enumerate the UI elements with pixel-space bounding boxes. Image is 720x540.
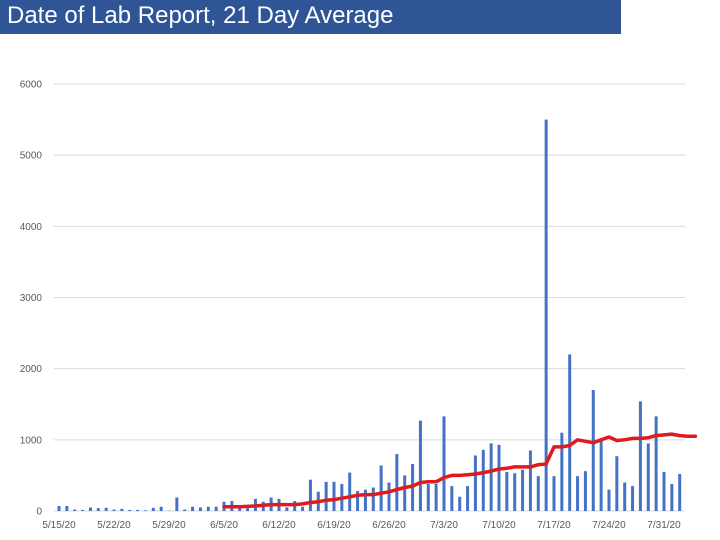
bar	[324, 481, 328, 511]
bar	[104, 507, 108, 511]
bar	[363, 489, 367, 511]
y-axis-tick-labels: 0 1000 2000 3000 4000 5000 6000	[20, 80, 43, 518]
bar	[387, 482, 391, 511]
bar	[607, 489, 611, 511]
bar	[356, 491, 360, 511]
y-tick-label: 0	[36, 507, 42, 518]
bar	[631, 486, 635, 511]
bar	[371, 487, 375, 511]
bar	[591, 390, 595, 511]
bar	[143, 510, 147, 511]
x-axis-tick-labels: 5/15/20 5/22/20 5/29/20 6/5/20 6/12/20 6/19/2…	[42, 520, 681, 531]
x-tick-label: 7/17/20	[537, 520, 571, 531]
average-line-series	[222, 432, 698, 509]
bar	[473, 455, 477, 511]
bar	[623, 482, 627, 511]
bar	[505, 471, 509, 511]
bar	[128, 509, 132, 511]
bar	[418, 420, 422, 511]
bar	[348, 472, 352, 511]
bar	[159, 506, 163, 511]
bar	[96, 508, 100, 511]
x-tick-label: 6/19/20	[317, 520, 351, 531]
bar	[552, 476, 556, 511]
bar	[183, 509, 187, 511]
bar	[583, 471, 587, 511]
y-tick-label: 2000	[20, 364, 43, 375]
bar	[332, 481, 336, 511]
x-tick-label: 7/3/20	[430, 520, 458, 531]
bar	[678, 473, 682, 511]
bar	[301, 506, 305, 511]
x-tick-label: 7/10/20	[482, 520, 516, 531]
bar	[442, 416, 446, 511]
bar	[246, 508, 250, 511]
bar	[65, 506, 69, 511]
bar	[285, 507, 289, 511]
title-banner: Date of Lab Report, 21 Day Average	[0, 0, 621, 34]
bar	[654, 416, 658, 511]
bar	[175, 497, 179, 511]
y-tick-label: 1000	[20, 435, 43, 446]
x-tick-label: 7/31/20	[647, 520, 681, 531]
x-tick-label: 6/12/20	[262, 520, 296, 531]
bar	[536, 476, 540, 511]
page-title: Date of Lab Report, 21 Day Average	[7, 2, 394, 29]
bar	[88, 507, 92, 511]
x-tick-label: 5/29/20	[152, 520, 186, 531]
x-tick-label: 5/15/20	[42, 520, 76, 531]
bar	[544, 119, 548, 511]
bar	[638, 401, 642, 511]
bar	[151, 507, 155, 511]
bar	[206, 506, 210, 511]
bar	[670, 483, 674, 511]
bar	[568, 354, 572, 511]
x-tick-label: 6/5/20	[210, 520, 238, 531]
x-tick-label: 6/26/20	[372, 520, 406, 531]
bar	[497, 444, 501, 511]
bar	[308, 479, 312, 511]
bar	[136, 509, 140, 511]
bar	[120, 508, 124, 511]
bar	[198, 507, 202, 511]
bar	[481, 449, 485, 511]
bar	[662, 471, 666, 511]
bar	[615, 456, 619, 511]
bar	[434, 483, 438, 511]
y-tick-label: 6000	[20, 80, 43, 91]
bar	[646, 443, 650, 511]
x-tick-label: 7/24/20	[592, 520, 626, 531]
bar	[395, 454, 399, 511]
bar	[73, 509, 77, 511]
bar	[513, 473, 517, 511]
bar	[214, 506, 218, 511]
bar	[576, 476, 580, 511]
bar-series	[57, 119, 682, 511]
bar	[489, 443, 493, 511]
bar	[521, 469, 525, 511]
gridlines	[54, 83, 685, 512]
bar	[599, 439, 603, 511]
bar	[466, 486, 470, 511]
bar	[426, 483, 430, 511]
average-line	[222, 432, 698, 509]
y-tick-label: 3000	[20, 293, 43, 304]
bar	[528, 450, 532, 511]
bar	[191, 506, 195, 511]
bar	[238, 507, 242, 511]
bar	[112, 509, 116, 511]
x-tick-label: 5/22/20	[97, 520, 131, 531]
bar	[450, 486, 454, 511]
bar	[560, 432, 564, 511]
bar	[379, 465, 383, 511]
bar	[458, 496, 462, 511]
bar	[81, 509, 85, 511]
bar	[403, 475, 407, 511]
y-tick-label: 5000	[20, 151, 43, 162]
bar	[57, 506, 61, 511]
y-tick-label: 4000	[20, 222, 43, 233]
